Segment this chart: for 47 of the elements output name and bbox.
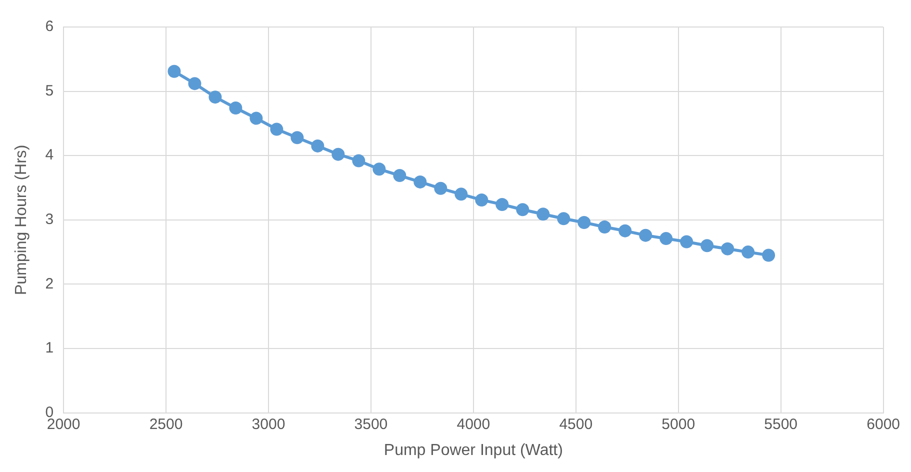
- point: [434, 182, 448, 195]
- point: [454, 188, 468, 201]
- point: [598, 220, 612, 234]
- y-tick-label: 4: [45, 146, 54, 164]
- x-tick-label: 2500: [149, 416, 183, 433]
- x-tick-label: 6000: [866, 416, 900, 433]
- point: [639, 228, 652, 242]
- point: [311, 139, 324, 152]
- point: [660, 232, 673, 246]
- point: [516, 203, 530, 216]
- x-tick-label: 3000: [252, 416, 286, 433]
- x-tick-label: 2000: [46, 416, 80, 433]
- point: [536, 208, 550, 221]
- point: [188, 77, 202, 90]
- point: [496, 198, 509, 211]
- point: [393, 169, 406, 182]
- point: [578, 216, 591, 229]
- x-axis-title: Pump Power Input (Watt): [384, 442, 563, 459]
- x-tick-label: 5500: [764, 416, 798, 433]
- y-tick-label: 1: [45, 340, 54, 357]
- y-tick-label: 3: [45, 211, 54, 228]
- point: [721, 242, 734, 256]
- point: [475, 193, 488, 206]
- point: [618, 224, 632, 238]
- point: [270, 122, 284, 136]
- y-tick-label: 6: [45, 18, 54, 36]
- y-tick-label: 2: [45, 275, 54, 292]
- point: [414, 175, 427, 188]
- y-tick-label: 5: [45, 82, 54, 100]
- point: [557, 212, 570, 226]
- point: [372, 162, 386, 176]
- point: [229, 102, 242, 115]
- point: [352, 154, 366, 168]
- point: [168, 64, 181, 78]
- x-tick-label: 4000: [456, 416, 490, 433]
- x-tick-label: 4500: [559, 416, 593, 433]
- point: [742, 246, 755, 259]
- point: [208, 90, 222, 104]
- point: [332, 148, 345, 161]
- x-tick-label: 5000: [662, 416, 696, 433]
- point: [680, 235, 694, 248]
- point: [250, 112, 263, 125]
- y-axis-title: Pumping Hours (Hrs): [13, 144, 30, 296]
- point: [700, 239, 714, 252]
- point: [762, 248, 776, 262]
- x-tick-label: 3500: [354, 416, 388, 433]
- point: [290, 131, 304, 144]
